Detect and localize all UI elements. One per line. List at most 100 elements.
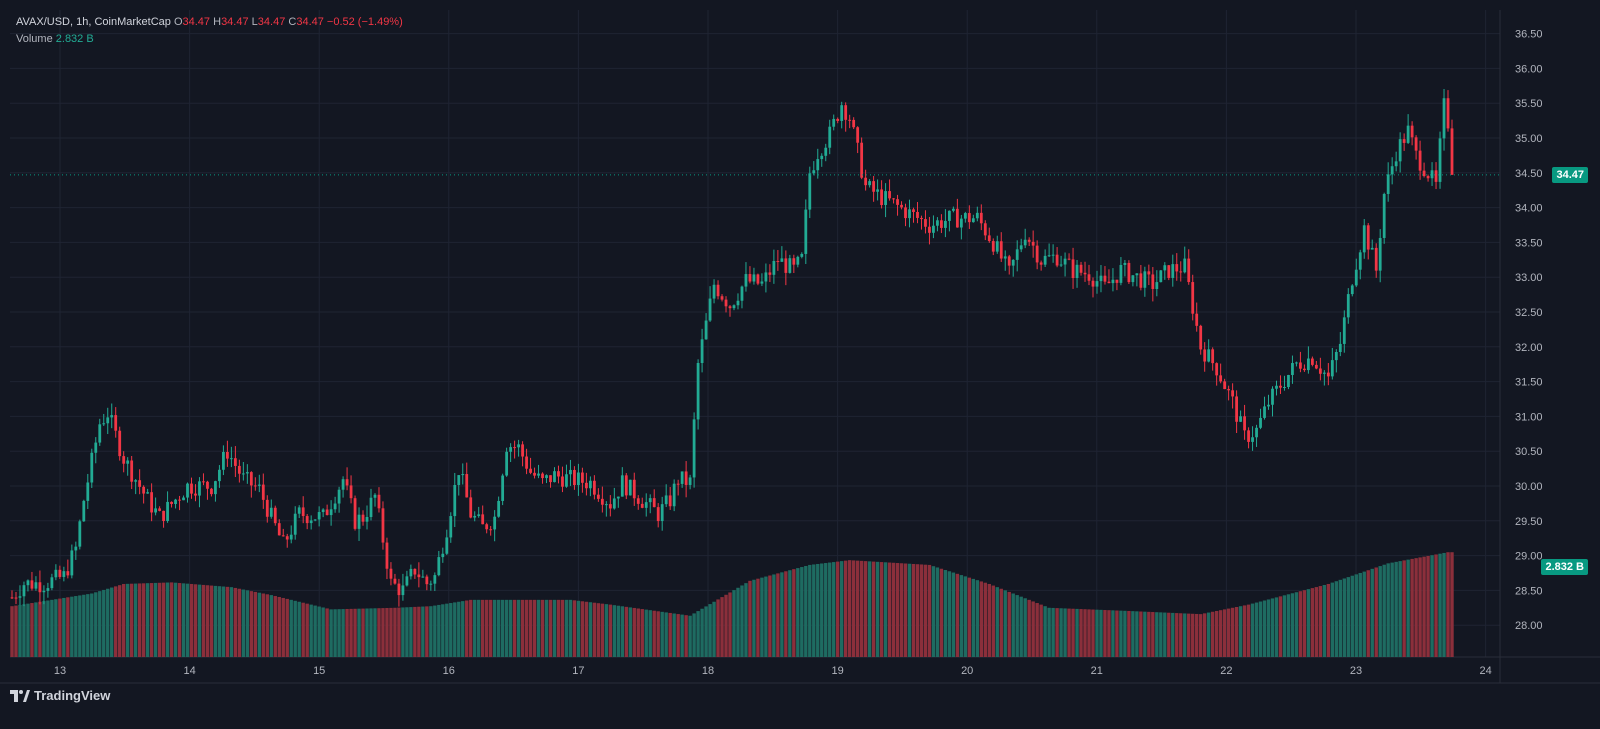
- volume-bar: [321, 607, 325, 657]
- volume-bar: [1358, 572, 1362, 657]
- volume-bar: [409, 607, 413, 657]
- candle-body: [1338, 343, 1342, 352]
- candle-body: [285, 536, 289, 540]
- volume-bar: [740, 585, 744, 657]
- volume-bar: [488, 599, 493, 657]
- candle-body: [293, 513, 297, 535]
- volume-bar: [816, 563, 820, 657]
- candle-body: [425, 576, 429, 585]
- candle-body: [393, 578, 397, 584]
- volume-bar: [1103, 610, 1107, 657]
- candle-body: [1187, 258, 1191, 283]
- volume-bar: [1274, 597, 1279, 657]
- candle-body: [624, 475, 628, 496]
- volume-bar: [345, 608, 349, 657]
- candle-body: [1295, 362, 1298, 364]
- volume-bar: [1039, 604, 1043, 657]
- candle-body: [1310, 358, 1314, 365]
- candle-body: [1007, 256, 1011, 266]
- candle-body: [333, 503, 337, 510]
- candle-body: [796, 256, 800, 265]
- candle-body: [1414, 137, 1418, 151]
- candle-body: [612, 498, 616, 509]
- candle-body: [1103, 275, 1107, 282]
- volume-bar: [121, 583, 126, 657]
- candle-body: [732, 305, 736, 309]
- volume-bar: [1091, 609, 1095, 657]
- legend-symbol[interactable]: AVAX/USD, 1h, CoinMarketCap: [16, 16, 171, 28]
- volume-bar: [580, 601, 585, 657]
- candle-body: [357, 514, 361, 529]
- candle-body: [305, 516, 309, 524]
- candle-body: [959, 218, 963, 228]
- legend-volume-label[interactable]: Volume: [16, 33, 53, 45]
- volume-bar: [931, 566, 936, 657]
- candle-body: [405, 576, 409, 586]
- candle-body: [836, 118, 840, 121]
- volume-bar: [1023, 598, 1027, 657]
- volume-bar: [1242, 605, 1247, 657]
- volume-bar: [963, 576, 968, 657]
- candle-body: [1127, 262, 1131, 283]
- candle-body: [1015, 249, 1019, 260]
- candle-body: [14, 597, 18, 599]
- volume-bar: [1430, 555, 1434, 657]
- candle-body: [1386, 174, 1390, 194]
- volume-bar: [788, 570, 792, 657]
- candle-body: [620, 475, 624, 497]
- candle-body: [1255, 427, 1258, 438]
- y-tick-label: 34.00: [1515, 203, 1543, 215]
- volume-bar: [74, 596, 78, 657]
- candle-body: [708, 298, 712, 321]
- candle-body: [608, 504, 612, 509]
- candle-body: [1211, 349, 1215, 364]
- volume-bar: [504, 599, 509, 657]
- volume-bar: [656, 611, 660, 657]
- candle-body: [1342, 317, 1346, 344]
- volume-bar: [1210, 611, 1215, 657]
- volume-bar: [680, 614, 684, 657]
- volume-bar: [1246, 604, 1251, 657]
- candle-body: [54, 569, 58, 578]
- volume-bar: [1346, 577, 1350, 657]
- volume-bar: [1386, 563, 1390, 657]
- candle-body: [1374, 247, 1378, 271]
- volume-bar: [1422, 556, 1426, 657]
- candle-body: [90, 452, 94, 483]
- candle-body: [1318, 368, 1322, 374]
- volume-bar: [38, 601, 42, 657]
- candle-body: [628, 479, 632, 496]
- volume-bar: [102, 589, 106, 657]
- volume-bar: [381, 608, 385, 657]
- y-tick-label: 28.00: [1515, 620, 1543, 632]
- candle-body: [289, 534, 293, 540]
- volume-bar: [516, 599, 521, 657]
- volume-bar: [1374, 567, 1378, 657]
- candle-body: [648, 498, 652, 503]
- legend-ohlc-row: AVAX/USD, 1h, CoinMarketCap O34.47 H34.4…: [16, 14, 403, 31]
- candle-body: [1019, 245, 1023, 250]
- candle-body: [1410, 125, 1414, 138]
- volume-bar: [632, 607, 636, 657]
- volume-bar: [1175, 613, 1179, 657]
- y-tick-label: 30.00: [1515, 481, 1543, 493]
- x-tick-label: 23: [1350, 665, 1362, 677]
- tradingview-brand[interactable]: TradingView: [10, 688, 110, 703]
- candle-body: [421, 576, 425, 578]
- volume-bar: [959, 575, 964, 657]
- volume-bar: [536, 599, 541, 657]
- volume-bar: [253, 591, 258, 657]
- candle-body: [401, 585, 405, 596]
- volume-bar: [1195, 613, 1199, 657]
- volume-bar: [46, 600, 50, 657]
- candle-body: [692, 419, 696, 478]
- candle-body: [561, 476, 564, 487]
- volume-bar: [891, 562, 896, 657]
- volume-bar: [313, 605, 317, 657]
- volume-bar: [1167, 612, 1171, 657]
- volume-bar: [832, 562, 836, 657]
- candle-body: [1171, 264, 1175, 278]
- volume-bar: [995, 587, 999, 657]
